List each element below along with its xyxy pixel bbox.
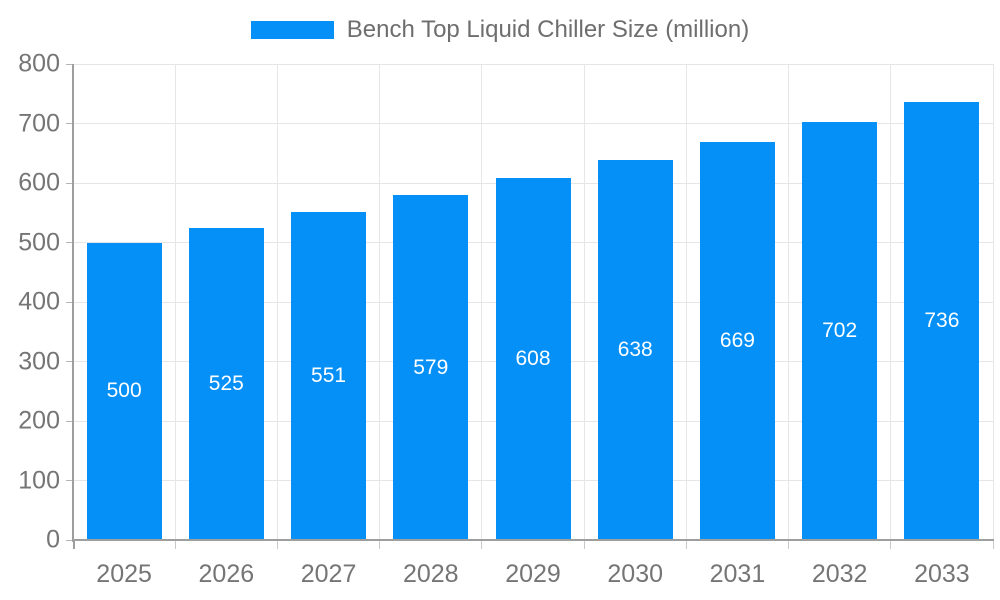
y-axis-tick [66, 301, 73, 303]
y-axis-line [72, 64, 74, 542]
bar-2027[interactable] [291, 212, 367, 540]
x-axis-line [72, 539, 994, 541]
bar-2031[interactable] [699, 141, 775, 540]
x-axis-label: 2028 [402, 560, 459, 588]
legend-label: Bench Top Liquid Chiller Size (million) [346, 16, 750, 43]
y-axis-label: 600 [18, 168, 60, 197]
v-gridline [379, 64, 381, 540]
x-axis-tick [379, 540, 381, 549]
y-axis-label: 400 [18, 287, 60, 316]
legend[interactable]: Bench Top Liquid Chiller Size (million) [0, 12, 1000, 48]
bar-value-label: 638 [617, 338, 653, 362]
x-axis-tick [890, 540, 892, 549]
bar-value-label: 500 [106, 379, 142, 403]
bar-value-label: 579 [413, 355, 449, 379]
y-axis-label: 200 [18, 406, 60, 435]
x-axis-tick [72, 540, 75, 549]
v-gridline [583, 64, 585, 540]
bar-2029[interactable] [495, 178, 571, 540]
y-axis-label: 700 [18, 109, 60, 137]
x-axis-tick [992, 540, 994, 549]
legend-swatch [250, 21, 334, 39]
bar-2030[interactable] [597, 160, 673, 540]
y-axis-tick [66, 63, 73, 65]
y-axis-label: 500 [18, 228, 60, 256]
bar-2026[interactable] [188, 227, 264, 540]
y-axis-tick [66, 123, 73, 124]
x-axis-label: 2027 [300, 560, 357, 588]
y-axis-label: 0 [46, 525, 60, 554]
y-axis-tick [66, 539, 73, 541]
bar-value-label: 525 [208, 371, 244, 395]
y-axis-label: 300 [18, 347, 60, 375]
bar-value-label: 551 [311, 364, 347, 388]
v-gridline [685, 64, 687, 540]
x-axis-tick [685, 540, 687, 549]
bar-value-label: 669 [719, 328, 755, 352]
x-axis-tick [276, 540, 278, 549]
x-axis-label: 2033 [914, 560, 970, 588]
y-axis-tick [66, 480, 73, 481]
bar-value-label: 736 [924, 309, 960, 333]
v-gridline [481, 64, 483, 540]
v-gridline [174, 64, 176, 540]
bar-2028[interactable] [393, 195, 469, 540]
h-gridline [73, 123, 993, 124]
x-axis-label: 2030 [607, 560, 664, 588]
bar-2033[interactable] [904, 102, 980, 540]
h-gridline [73, 63, 993, 65]
x-axis-tick [583, 540, 585, 549]
x-axis-label: 2029 [505, 560, 561, 588]
x-axis-tick [481, 540, 483, 549]
x-axis-label: 2026 [198, 560, 255, 588]
v-gridline [890, 64, 892, 540]
x-axis-label: 2031 [709, 560, 766, 588]
bar-2032[interactable] [802, 122, 878, 540]
v-gridline [788, 64, 790, 540]
y-axis-label: 800 [18, 49, 60, 78]
x-axis-tick [788, 540, 790, 549]
y-axis-tick [66, 420, 73, 422]
v-gridline [276, 64, 278, 540]
y-axis-tick [66, 242, 73, 243]
y-axis-tick [66, 361, 73, 362]
bar-value-label: 608 [515, 347, 551, 371]
x-axis-label: 2032 [811, 560, 868, 588]
bar-value-label: 702 [822, 319, 858, 343]
y-axis-tick [66, 182, 73, 184]
bar-2025[interactable] [86, 242, 162, 540]
y-axis-label: 100 [18, 466, 60, 494]
x-axis-label: 2025 [96, 560, 152, 588]
v-gridline [992, 64, 994, 540]
x-axis-tick [174, 540, 176, 549]
